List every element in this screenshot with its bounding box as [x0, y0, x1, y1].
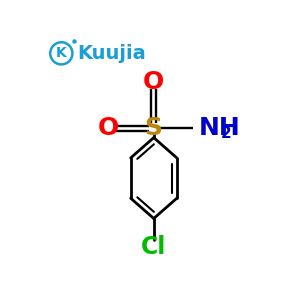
Text: O: O [98, 116, 119, 140]
Text: Kuujia: Kuujia [77, 44, 146, 63]
Text: O: O [143, 70, 164, 94]
Text: 2: 2 [221, 126, 232, 141]
Text: K: K [56, 46, 67, 60]
Text: NH: NH [199, 116, 241, 140]
Text: S: S [145, 116, 163, 140]
Text: Cl: Cl [141, 236, 167, 260]
